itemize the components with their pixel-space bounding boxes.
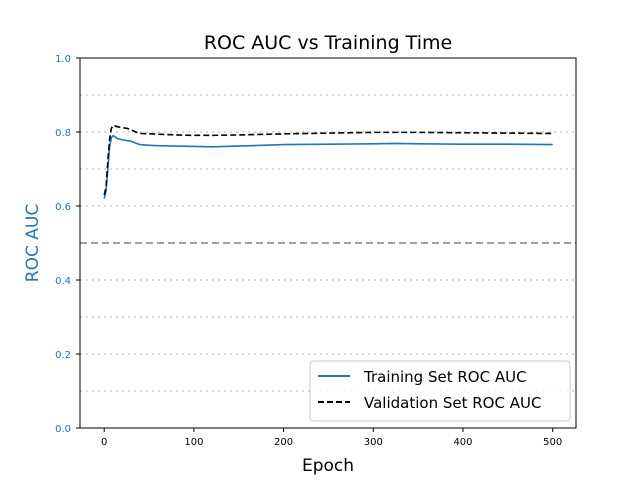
y-tick-label: 1.0 — [55, 54, 71, 65]
y-tick-label: 0.2 — [55, 350, 71, 361]
legend-box — [309, 360, 571, 422]
series-line-validation — [103, 124, 553, 196]
x-axis-label: Epoch — [302, 456, 354, 476]
y-tick-label: 0.6 — [55, 202, 71, 213]
y-axis-label: ROC AUC — [23, 204, 43, 282]
legend: Training Set ROC AUC Validation Set ROC … — [309, 360, 571, 422]
series-line-training — [103, 134, 553, 199]
y-axis-ticks: 0.0 0.2 0.4 0.6 0.8 1.0 — [55, 54, 80, 435]
legend-label-validation: Validation Set ROC AUC — [364, 394, 541, 412]
y-tick-label: 0.8 — [55, 128, 71, 139]
plot-area-frame — [79, 57, 577, 429]
x-tick-label: 400 — [453, 437, 472, 448]
series-lines — [103, 124, 553, 199]
chart-title: ROC AUC vs Training Time — [204, 32, 452, 54]
x-tick-label: 200 — [274, 437, 293, 448]
x-axis-ticks: 0 100 200 300 400 500 — [101, 428, 562, 448]
x-tick-label: 500 — [543, 437, 562, 448]
x-tick-label: 100 — [184, 437, 203, 448]
y-tick-label: 0.0 — [55, 424, 71, 435]
legend-label-training: Training Set ROC AUC — [363, 368, 527, 386]
x-tick-label: 300 — [364, 437, 383, 448]
y-tick-label: 0.4 — [55, 276, 71, 287]
x-tick-label: 0 — [101, 437, 107, 448]
